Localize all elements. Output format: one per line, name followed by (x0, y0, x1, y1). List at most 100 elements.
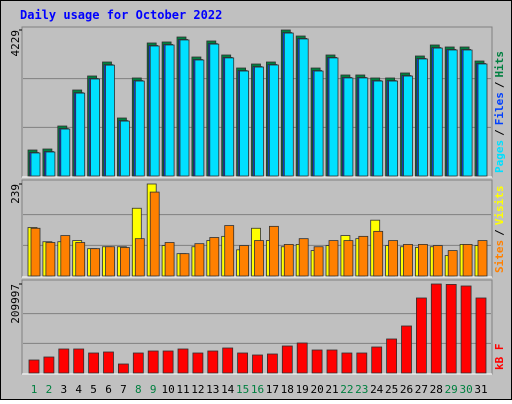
bar (120, 120, 130, 177)
bar (462, 244, 473, 277)
x-tick-label: 31 (474, 383, 487, 396)
bar (207, 350, 219, 374)
bar (105, 64, 115, 177)
bar (477, 63, 488, 177)
bar (447, 250, 458, 277)
bar (252, 354, 263, 374)
bar (403, 244, 413, 277)
x-tick-label: 22 (340, 383, 353, 396)
bar (430, 283, 442, 374)
x-tick-label: 30 (459, 383, 472, 396)
x-tick-label: 5 (90, 383, 97, 396)
bar (417, 58, 428, 177)
legend: kB F (493, 344, 506, 371)
bar (403, 75, 413, 177)
x-tick-label: 7 (120, 383, 127, 396)
bar (475, 297, 487, 374)
bar (373, 230, 384, 277)
bar (209, 237, 220, 277)
x-tick-label: 20 (310, 383, 323, 396)
bar (149, 45, 160, 177)
bar (343, 240, 354, 277)
bar (134, 238, 145, 277)
bar (268, 64, 279, 177)
bar (88, 352, 99, 374)
bar (103, 351, 114, 374)
bar (388, 80, 399, 177)
x-tick-label: 3 (60, 383, 67, 396)
bar (90, 248, 100, 277)
bar (447, 49, 458, 177)
bar (118, 363, 129, 374)
bar (341, 352, 353, 374)
bar (73, 348, 85, 374)
bar (149, 191, 160, 277)
bar (45, 151, 56, 177)
bar (30, 227, 41, 277)
x-tick-label: 13 (206, 383, 219, 396)
bar (134, 80, 145, 177)
bar (239, 245, 250, 277)
bar (432, 47, 443, 177)
x-tick-label: 23 (355, 383, 368, 396)
bar (105, 246, 115, 277)
bar (415, 297, 427, 374)
x-tick-label: 18 (281, 383, 294, 396)
bar (75, 92, 86, 177)
bar (239, 70, 250, 177)
x-tick-label: 15 (236, 383, 249, 396)
x-tick-label: 11 (176, 383, 189, 396)
x-tick-label: 24 (370, 383, 384, 396)
bar (417, 244, 428, 277)
legend: Sites / Visits (493, 186, 506, 274)
bar (358, 77, 369, 177)
bar (356, 352, 368, 374)
bar (460, 285, 472, 374)
bar (298, 38, 309, 177)
x-tick-label: 14 (221, 383, 235, 396)
bar (179, 39, 190, 177)
legend: Pages / Files / Hits (493, 51, 506, 173)
bar (283, 244, 294, 277)
bar (358, 235, 369, 277)
bar (194, 59, 205, 177)
bar (43, 356, 55, 374)
bar (60, 128, 71, 177)
bar (90, 78, 100, 177)
bar (209, 43, 220, 177)
bar (194, 243, 205, 277)
bar (371, 346, 383, 374)
bar (45, 242, 56, 277)
bar (179, 253, 190, 277)
legend-entry: Hits (493, 51, 506, 78)
bar (432, 245, 443, 277)
x-tick-label: 21 (325, 383, 338, 396)
legend-entry: Sites (493, 240, 506, 273)
x-tick-label: 4 (75, 383, 82, 396)
x-tick-label: 2 (46, 383, 53, 396)
legend-entry: kB F (493, 344, 506, 371)
x-tick-label: 28 (430, 383, 443, 396)
x-tick-label: 8 (135, 383, 142, 396)
y-tick-label: 4229 (9, 30, 22, 57)
bar (147, 350, 159, 374)
legend-entry: Files (493, 92, 506, 125)
bar (313, 246, 324, 277)
bar (237, 352, 249, 374)
bar (177, 348, 189, 374)
x-tick-label: 25 (385, 383, 398, 396)
bar (313, 70, 324, 177)
bar (164, 44, 175, 177)
bar (296, 342, 308, 374)
bar (30, 152, 41, 177)
x-tick-label: 9 (150, 383, 157, 396)
legend-separator: / (493, 129, 506, 136)
bar (445, 284, 457, 374)
bar (373, 80, 384, 177)
bar (298, 238, 309, 277)
legend-separator: / (493, 81, 506, 88)
bar (224, 57, 235, 177)
x-tick-label: 12 (191, 383, 204, 396)
bar (328, 240, 339, 277)
